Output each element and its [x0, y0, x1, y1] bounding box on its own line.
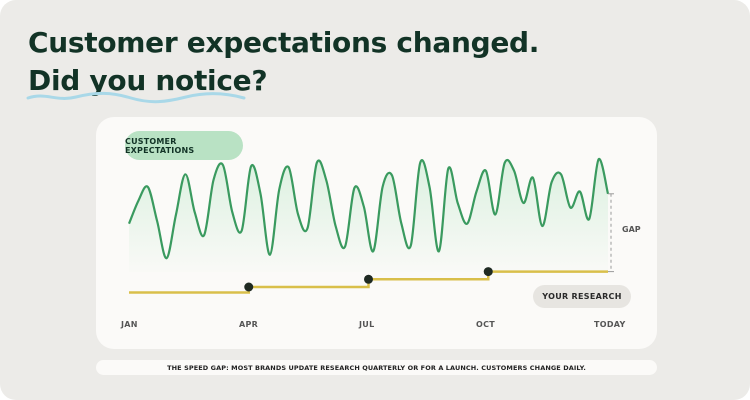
footer-note: THE SPEED GAP: MOST BRANDS UPDATE RESEAR…	[96, 360, 657, 375]
research-update-marker-3	[483, 267, 493, 277]
x-tick-today: TODAY	[594, 320, 626, 329]
chart-card: CUSTOMER EXPECTATIONS YOUR RESEARCH GAP …	[96, 117, 657, 349]
expectations-area	[129, 158, 608, 272]
research-update-marker-1	[244, 282, 254, 292]
x-tick-jan: JAN	[121, 320, 138, 329]
headline-line-1: Customer expectations changed.	[28, 26, 540, 59]
x-tick-oct: OCT	[476, 320, 496, 329]
research-update-marker-2	[364, 274, 373, 284]
x-tick-apr: APR	[239, 320, 259, 329]
chart-svg	[127, 158, 614, 294]
headline-line-2-wrap: Did you notice?	[26, 62, 268, 104]
headline-line-2: Did you notice?	[28, 64, 268, 97]
legend-your-research: YOUR RESEARCH	[533, 285, 631, 308]
x-tick-jul: JUL	[359, 320, 375, 329]
gap-label: GAP	[622, 225, 641, 234]
legend-customer-expectations: CUSTOMER EXPECTATIONS	[125, 131, 243, 160]
squiggle-underline-icon	[26, 91, 246, 104]
expectations-line	[127, 158, 610, 260]
headline: Customer expectations changed. Did you n…	[26, 24, 540, 104]
